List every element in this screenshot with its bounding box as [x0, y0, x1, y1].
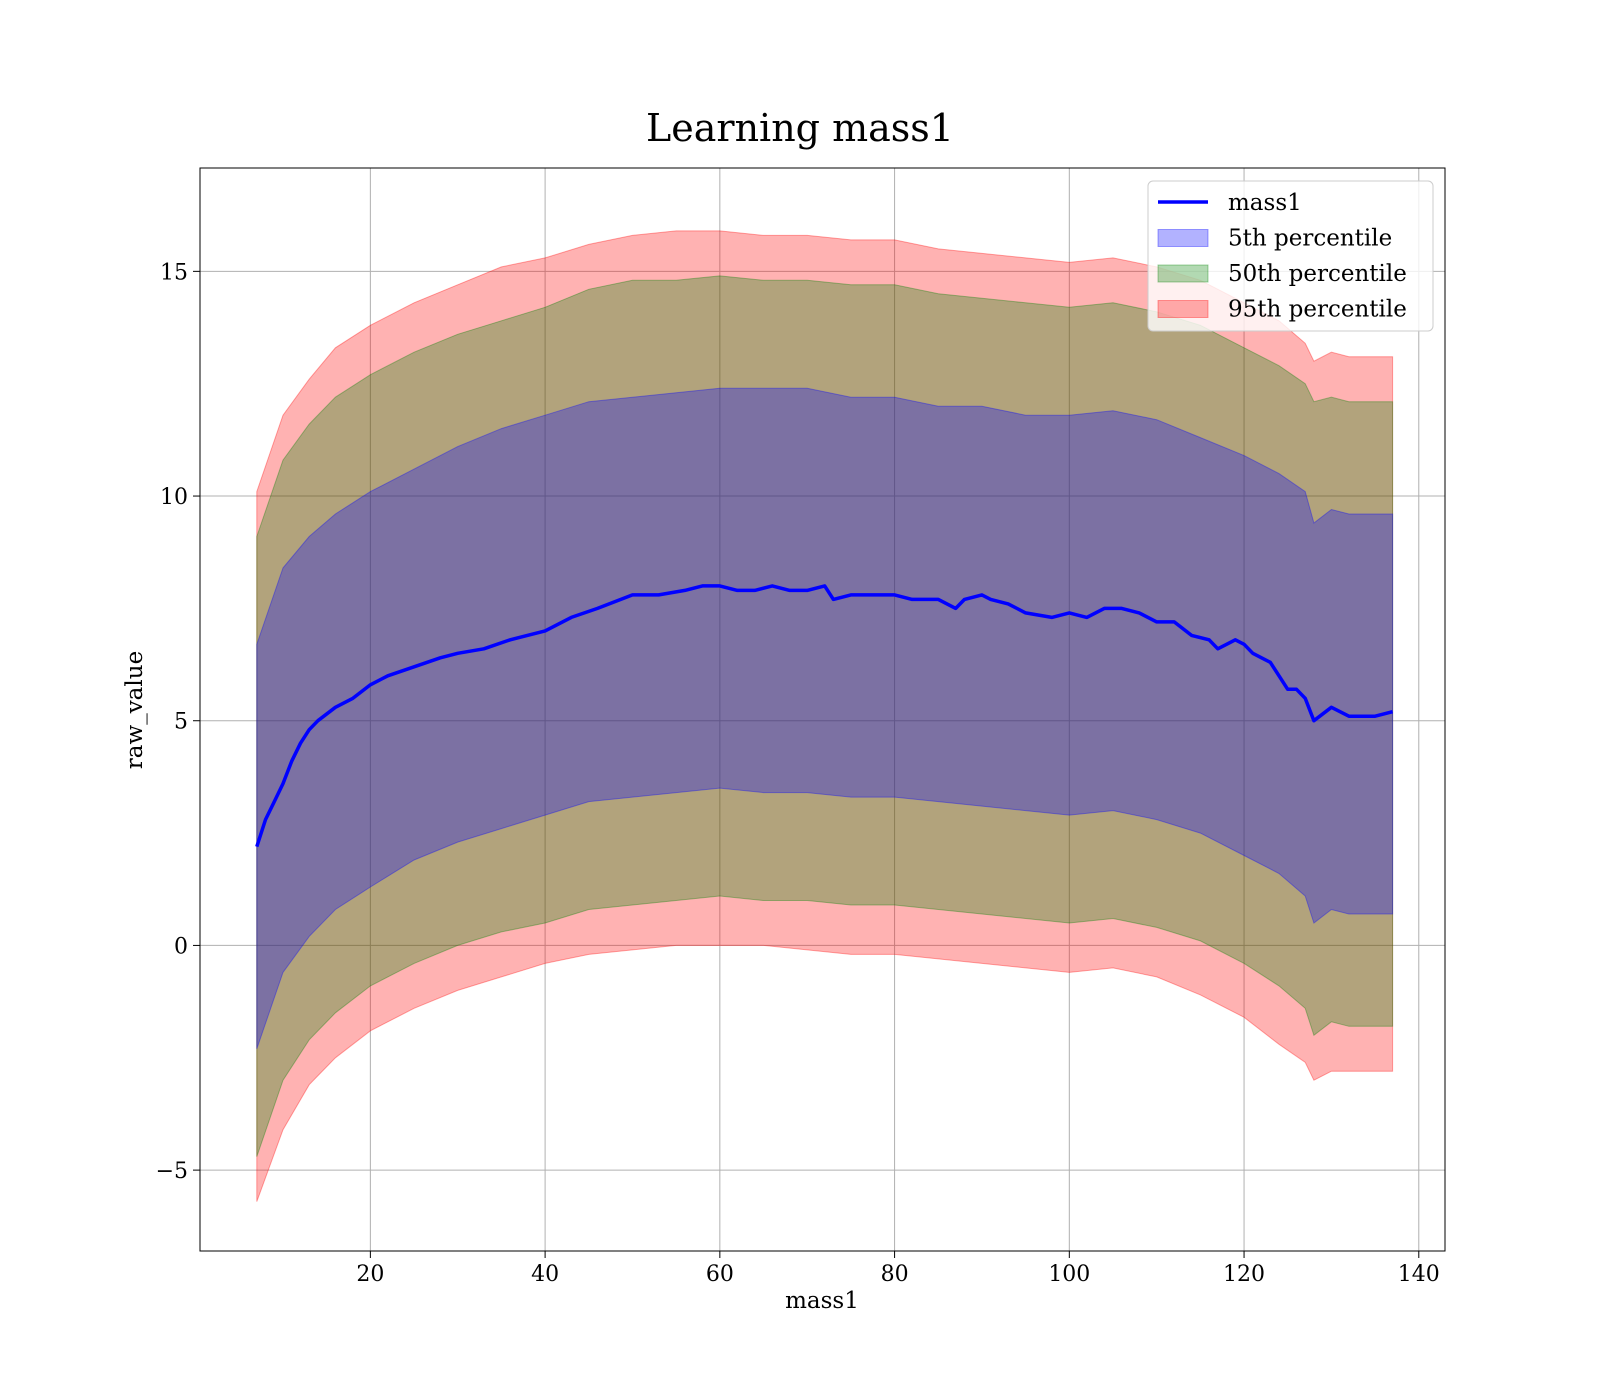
x-axis-label: mass1 [785, 1288, 859, 1314]
band-50th-percentile [256, 275, 1394, 1157]
x-tick-label: 120 [1223, 1262, 1265, 1287]
legend-swatch-50th-percentile [1157, 264, 1209, 283]
legend: mass1 5th percentile 50th percentile 95th p… [1147, 180, 1434, 332]
y-tick-label: 15 [160, 260, 188, 285]
chart-title: Learning mass1 [646, 106, 954, 150]
band-5th-percentile [256, 387, 1394, 1049]
band-95th-percentile [256, 230, 1394, 1202]
x-tick-label: 100 [1048, 1262, 1090, 1287]
y-axis-label: raw_value [122, 651, 148, 769]
x-tick-label: 140 [1398, 1262, 1440, 1287]
mass1-line [255, 584, 1394, 848]
percentile-bands [256, 230, 1394, 1202]
y-tick-label: 10 [160, 485, 188, 510]
axis-ticks: 20 40 60 80 100 120 140 −5 0 5 10 15 [156, 260, 1440, 1287]
y-tick-label: 5 [174, 710, 188, 735]
y-tick-label: 0 [174, 934, 188, 959]
legend-label-95th-percentile: 95th percentile [1228, 297, 1407, 323]
series-line-mass1 [255, 584, 1394, 848]
legend-label-mass1: mass1 [1228, 190, 1302, 216]
y-tick-label: −5 [156, 1159, 188, 1184]
legend-label-5th-percentile: 5th percentile [1228, 226, 1392, 252]
plot-frame [199, 167, 1446, 1252]
x-tick-label: 20 [356, 1262, 384, 1287]
legend-swatch-95th-percentile [1157, 300, 1209, 318]
x-tick-label: 40 [531, 1262, 559, 1287]
x-tick-label: 80 [881, 1262, 909, 1287]
grid [200, 168, 1445, 1251]
x-tick-label: 60 [706, 1262, 734, 1287]
legend-swatch-5th-percentile [1157, 229, 1209, 247]
legend-box [1147, 180, 1434, 332]
legend-label-50th-percentile: 50th percentile [1228, 261, 1407, 287]
